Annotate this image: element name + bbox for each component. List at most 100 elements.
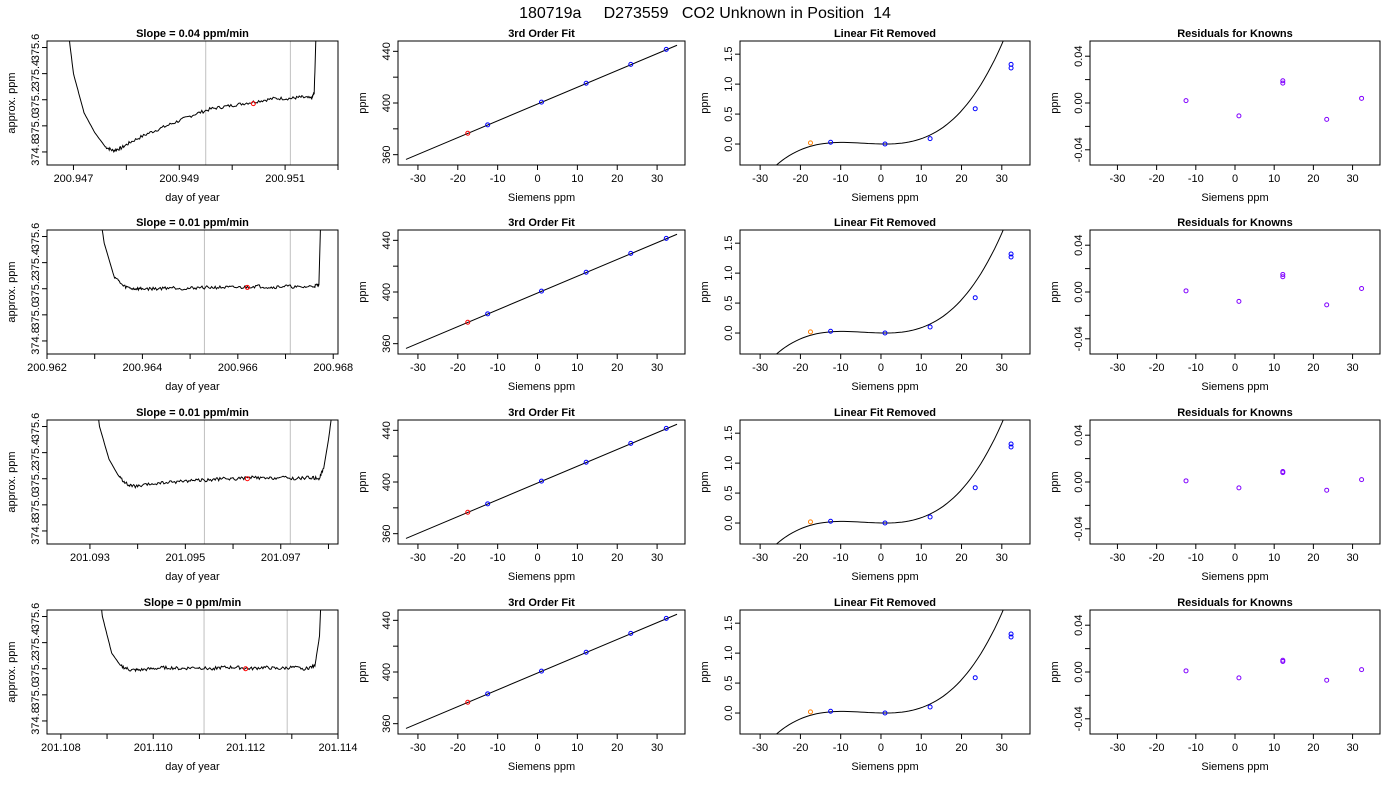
fit-line xyxy=(405,423,678,539)
x-tick-label: 201.095 xyxy=(165,552,205,564)
known-point xyxy=(1359,95,1365,101)
panel-title: 3rd Order Fit xyxy=(508,407,575,419)
plot-area xyxy=(1183,78,1365,122)
x-tick-label: 0 xyxy=(534,552,540,564)
y-tick-label: 0.5 xyxy=(723,485,735,500)
y-tick-label: 375.6 xyxy=(30,603,42,631)
x-tick-label: -10 xyxy=(833,173,849,185)
panel-r3-c0: Slope = 0 ppm/min 201.108 201.110 201.112 20… xyxy=(6,597,357,773)
fit-line xyxy=(405,613,678,729)
ppm-trace-line xyxy=(68,41,317,154)
x-tick-label: 201.093 xyxy=(70,552,110,564)
fit-line xyxy=(405,233,678,349)
y-tick-label: 0.5 xyxy=(723,675,735,690)
known-point xyxy=(972,295,978,301)
plot-area xyxy=(405,44,678,160)
x-tick-label: 10 xyxy=(915,173,927,185)
y-axis-label: ppm xyxy=(699,92,711,113)
known-point xyxy=(539,478,544,484)
ppm-trace-line xyxy=(98,420,332,489)
y-tick-label: 0.0 xyxy=(723,325,735,340)
known-point xyxy=(972,485,978,491)
known-point xyxy=(1359,667,1365,673)
known-point xyxy=(882,710,888,716)
x-tick-label: -10 xyxy=(490,362,506,374)
x-tick-label: -20 xyxy=(1149,552,1165,564)
known-point xyxy=(539,668,544,674)
known-point xyxy=(628,440,634,446)
y-axis-label: ppm xyxy=(1049,281,1061,302)
y-tick-label: 375.2 xyxy=(30,465,42,493)
x-tick-label: 201.110 xyxy=(134,742,173,754)
x-tick-label: 30 xyxy=(1346,362,1358,374)
unknown-point xyxy=(807,140,813,146)
y-tick-label: 374.8 xyxy=(30,327,42,355)
panel-r2-c0: Slope = 0.01 ppm/min 201.093 201.095 201.09… xyxy=(6,407,339,583)
y-tick-label: 0.0 xyxy=(723,705,735,720)
y-axis-label: approx. ppm xyxy=(6,641,18,702)
x-axis-label: Siemens ppm xyxy=(851,571,918,583)
x-tick-label: 10 xyxy=(1268,362,1280,374)
plot-area xyxy=(98,420,332,544)
plot-area xyxy=(1183,657,1365,683)
x-tick-label: 200.947 xyxy=(54,173,94,185)
y-axis-label: ppm xyxy=(1049,92,1061,113)
panel-r0-c0: Slope = 0.04 ppm/min 200.947 200.949 200.95… xyxy=(6,28,339,204)
x-tick-label: -10 xyxy=(1188,173,1204,185)
x-tick-label: 20 xyxy=(955,173,967,185)
known-point xyxy=(1280,78,1286,84)
x-tick-label: -30 xyxy=(410,742,426,754)
y-tick-label: -0.04 xyxy=(1073,706,1085,731)
panel-r3-c3: Residuals for Knowns -30 -20 -10 0 10 20 30 -0.0… xyxy=(1049,597,1381,773)
plot-area xyxy=(405,233,678,349)
x-tick-label: 0 xyxy=(534,362,540,374)
x-tick-label: -10 xyxy=(833,742,849,754)
y-tick-label: 360 xyxy=(381,714,393,732)
known-point xyxy=(927,136,933,142)
x-axis-label: Siemens ppm xyxy=(1201,761,1268,773)
panel-r1-c3: Residuals for Knowns -30 -20 -10 0 10 20 30 -0.0… xyxy=(1049,217,1381,393)
x-tick-label: -30 xyxy=(752,362,768,374)
x-tick-label: 30 xyxy=(1346,552,1358,564)
plot-frame xyxy=(1089,40,1381,166)
plot-frame xyxy=(46,229,339,355)
y-axis-label: approx. ppm xyxy=(6,451,18,512)
known-point xyxy=(1236,675,1242,681)
y-tick-label: 375.6 xyxy=(30,413,42,441)
x-tick-label: -20 xyxy=(1149,742,1165,754)
panel-title: Slope = 0.04 ppm/min xyxy=(136,28,249,40)
x-tick-label: 201.108 xyxy=(41,742,81,754)
known-point xyxy=(1008,631,1014,637)
y-tick-label: 400 xyxy=(381,283,393,301)
known-point xyxy=(1236,298,1242,304)
y-axis-label: ppm xyxy=(357,471,369,492)
x-tick-label: -20 xyxy=(1149,362,1165,374)
known-point xyxy=(1324,487,1330,493)
x-tick-label: -20 xyxy=(792,742,808,754)
x-tick-label: -30 xyxy=(1109,742,1125,754)
known-point xyxy=(1324,677,1330,683)
x-tick-label: -10 xyxy=(490,173,506,185)
panel-r2-c1: 3rd Order Fit -30 -20 -10 0 10 20 30 360 400 440 Si… xyxy=(357,407,686,583)
y-tick-label: 374.8 xyxy=(30,707,42,735)
x-tick-label: 20 xyxy=(1307,552,1319,564)
panel-title: 3rd Order Fit xyxy=(508,28,575,40)
x-tick-label: 10 xyxy=(915,362,927,374)
known-point xyxy=(927,324,933,330)
x-tick-label: -20 xyxy=(450,742,466,754)
y-tick-label: 375.0 xyxy=(30,112,42,140)
x-tick-label: -30 xyxy=(752,173,768,185)
plot-area xyxy=(405,613,678,729)
fit-curve xyxy=(775,230,1004,354)
x-tick-label: -20 xyxy=(450,362,466,374)
x-tick-label: 0 xyxy=(534,742,540,754)
x-tick-label: 20 xyxy=(1307,742,1319,754)
y-tick-label: 0.04 xyxy=(1073,234,1085,255)
known-point xyxy=(628,250,634,256)
figure-title: 180719a D273559 CO2 Unknown in Position … xyxy=(519,5,891,22)
panel-r1-c2: Linear Fit Removed -30 -20 -10 0 10 20 30 0.0 0.5… xyxy=(699,217,1031,393)
x-tick-label: 10 xyxy=(1268,552,1280,564)
panel-r2-c2: Linear Fit Removed -30 -20 -10 0 10 20 30 0.0 0.5… xyxy=(699,407,1031,583)
